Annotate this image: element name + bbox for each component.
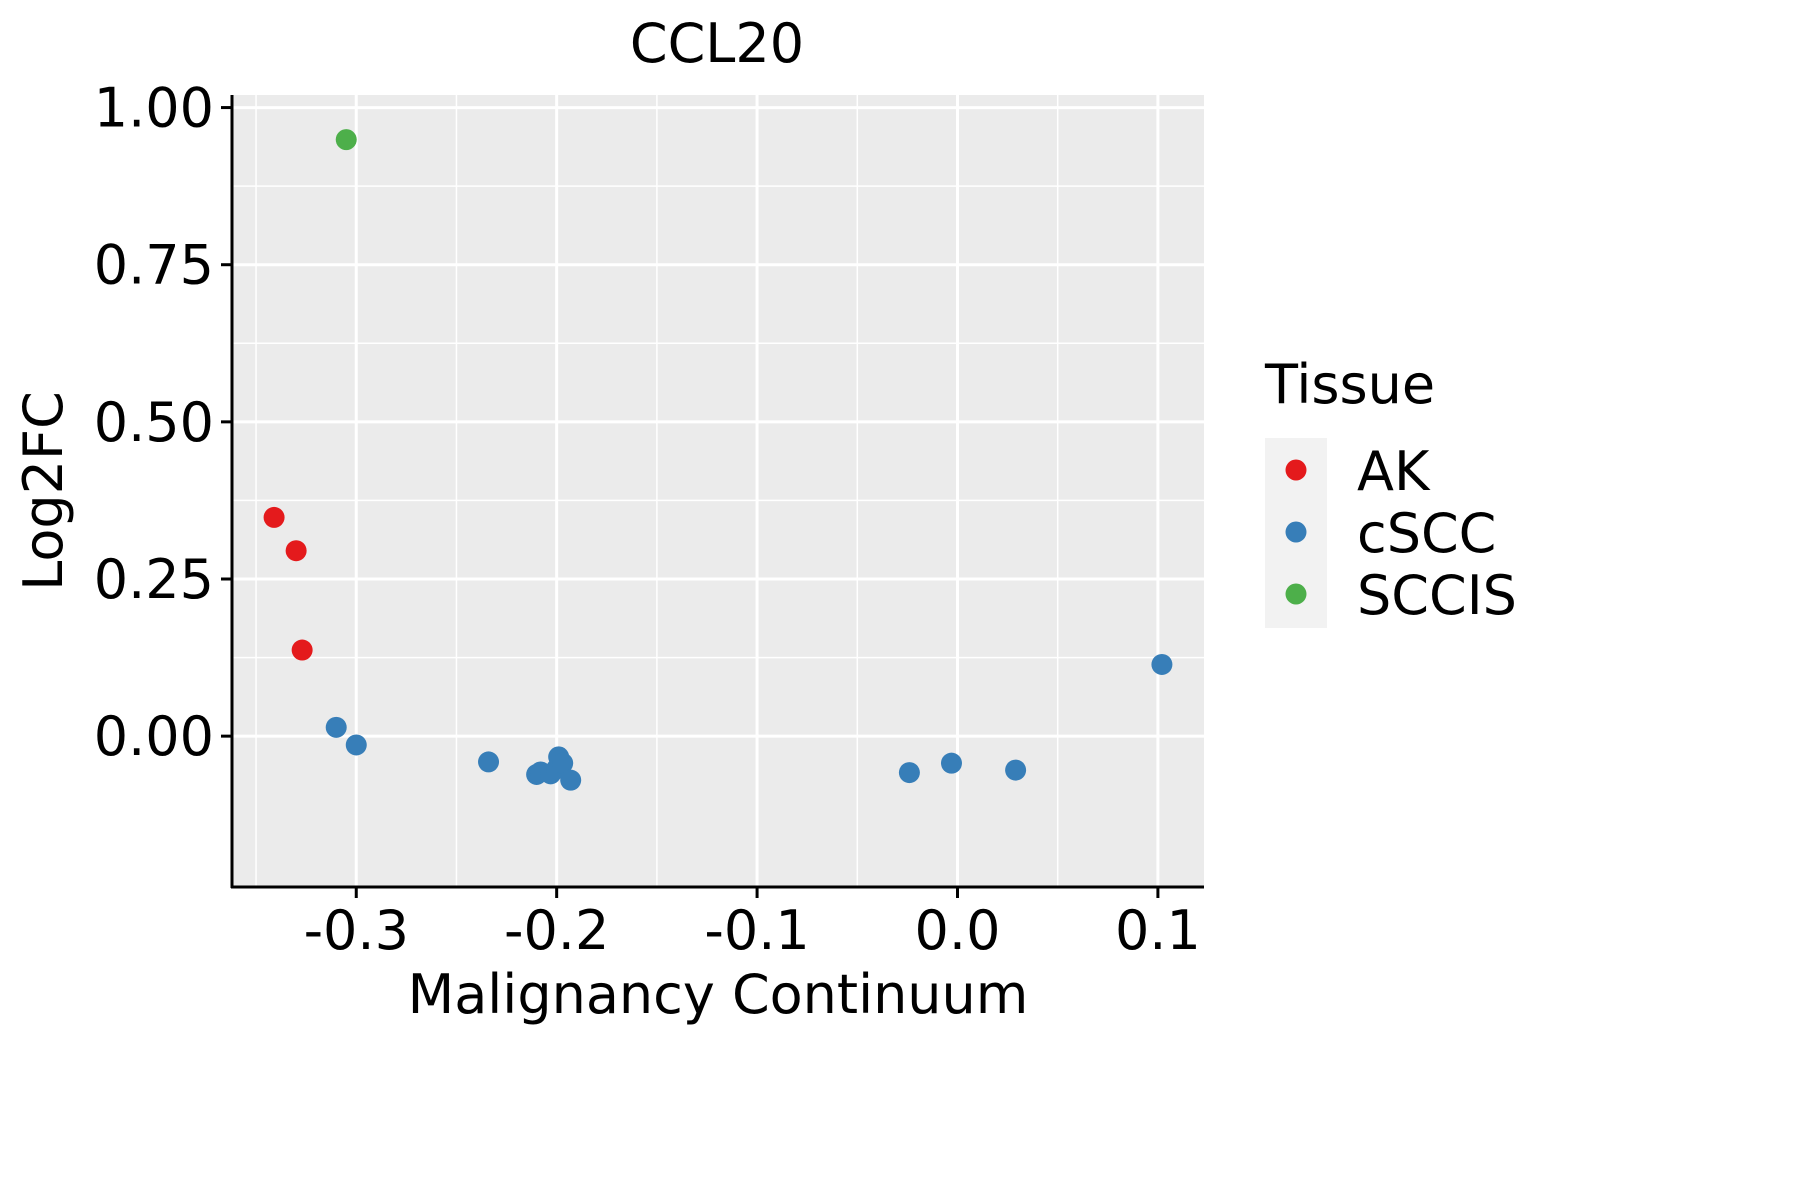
x-tick-label: -0.1 <box>704 899 809 962</box>
y-tick-label: 1.00 <box>94 77 214 140</box>
minor-gridlines <box>232 95 1204 887</box>
y-tick-label: 0.75 <box>94 234 214 297</box>
y-axis-ticks: 0.00 0.25 0.50 0.75 1.00 <box>94 77 232 768</box>
x-axis-label: Malignancy Continuum <box>408 963 1029 1026</box>
point-cscc <box>1151 653 1173 675</box>
point-cscc <box>898 762 920 784</box>
point-cscc <box>560 769 582 791</box>
chart-title: CCL20 <box>630 12 804 75</box>
point-cscc <box>552 752 574 774</box>
y-tick-label: 0.50 <box>94 391 214 454</box>
x-tick-label: 0.0 <box>915 899 1001 962</box>
legend-label-sccis: SCCIS <box>1357 564 1517 627</box>
point-cscc <box>345 734 367 756</box>
point-ak <box>291 639 313 661</box>
point-ak <box>285 540 307 562</box>
point-cscc <box>1005 759 1027 781</box>
point-cscc <box>940 752 962 774</box>
plot-panel <box>232 95 1204 887</box>
x-tick-label: -0.2 <box>504 899 609 962</box>
legend-key-ak <box>1285 459 1307 481</box>
y-tick-label: 0.25 <box>94 548 214 611</box>
legend-key-sccis <box>1285 583 1307 605</box>
x-tick-label: -0.3 <box>304 899 409 962</box>
x-axis-ticks: -0.3 -0.2 -0.1 0.0 0.1 <box>304 887 1201 962</box>
point-ak <box>263 506 285 528</box>
legend-title: Tissue <box>1264 353 1435 416</box>
legend-key-cscc <box>1285 521 1307 543</box>
major-gridlines <box>232 95 1204 887</box>
data-points <box>263 129 1173 791</box>
legend-label-cscc: cSCC <box>1357 502 1496 565</box>
y-tick-label: 0.00 <box>94 705 214 768</box>
point-cscc <box>478 751 500 773</box>
legend-label-ak: AK <box>1357 440 1431 503</box>
point-sccis <box>335 129 357 151</box>
point-cscc <box>325 716 347 738</box>
x-tick-label: 0.1 <box>1115 899 1201 962</box>
y-axis-label: Log2FC <box>12 391 75 591</box>
